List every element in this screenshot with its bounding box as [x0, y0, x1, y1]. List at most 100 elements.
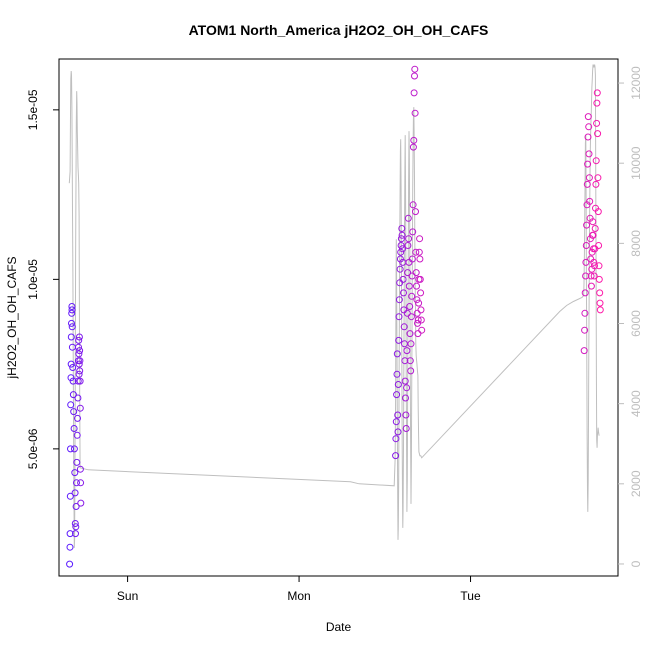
scatter-series — [66, 65, 604, 568]
line-series — [68, 64, 600, 548]
scatter-point — [590, 258, 598, 266]
scatter-point — [587, 282, 595, 290]
scatter-point — [409, 201, 417, 209]
y2-tick-label: 12000 — [629, 66, 643, 100]
scatter-point — [398, 225, 406, 232]
scatter-point — [405, 235, 413, 243]
scatter-point — [587, 272, 595, 280]
scatter-point — [594, 208, 602, 216]
scatter-point — [72, 503, 80, 510]
scatter-point — [392, 418, 400, 426]
scatter-point — [77, 499, 85, 507]
scatter-point — [398, 231, 406, 239]
scatter-point — [417, 316, 425, 324]
scatter-point — [413, 296, 421, 304]
scatter-point — [66, 543, 74, 551]
scatter-point — [581, 309, 589, 317]
scatter-point — [401, 357, 409, 365]
scatter-point — [596, 289, 604, 297]
scatter-point — [416, 275, 424, 283]
scatter-point — [582, 242, 590, 249]
scatter-point — [393, 350, 401, 358]
scatter-point — [67, 360, 75, 368]
scatter-point — [402, 425, 410, 432]
scatter-point — [394, 381, 402, 388]
scatter-point — [67, 374, 75, 382]
scatter-point — [402, 394, 409, 402]
scatter-point — [66, 530, 74, 538]
x-tick-label: Tue — [460, 589, 481, 603]
scatter-point — [589, 231, 597, 239]
scatter-point — [412, 248, 420, 256]
scatter-point — [583, 180, 591, 188]
scatter-point — [585, 150, 593, 158]
scatter-point — [415, 248, 423, 256]
scatter-point — [417, 289, 425, 297]
y2-tick-label: 10000 — [629, 146, 643, 180]
scatter-point — [71, 489, 79, 497]
scatter-point — [596, 299, 604, 307]
scatter-point — [70, 408, 78, 416]
scatter-point — [593, 99, 601, 107]
scatter-point — [401, 377, 409, 385]
scatter-point — [68, 306, 76, 314]
scatter-point — [73, 479, 80, 487]
scatter-point — [593, 89, 601, 97]
scatter-point — [590, 272, 598, 280]
scatter-point — [591, 262, 598, 270]
scatter-point — [406, 303, 414, 310]
scatter-point — [394, 428, 402, 436]
scatter-point — [73, 431, 81, 439]
y2-tick-label: 8000 — [629, 230, 643, 257]
y-axis-right: 0 2000 4000 6000 8000 10000 12000 — [618, 66, 643, 567]
scatter-point — [581, 326, 589, 334]
scatter-point — [74, 377, 82, 385]
scatter-point — [393, 370, 401, 378]
y-tick-label: 1.5e-05 — [26, 89, 40, 130]
scatter-point — [76, 357, 84, 365]
scatter-point — [584, 113, 592, 121]
scatter-point — [76, 377, 84, 385]
scatter-point — [67, 445, 74, 453]
scatter-point — [74, 414, 81, 422]
scatter-point — [416, 235, 424, 243]
scatter-point — [594, 174, 602, 182]
scatter-point — [406, 330, 414, 338]
scatter-point — [68, 319, 75, 327]
scatter-point — [70, 425, 78, 432]
scatter-point — [397, 242, 405, 249]
scatter-point — [407, 340, 415, 348]
x-axis-label: Date — [326, 620, 352, 634]
scatter-point — [75, 360, 83, 368]
scatter-point — [418, 326, 426, 334]
scatter-point — [69, 364, 77, 371]
scatter-point — [71, 520, 79, 527]
scatter-point — [592, 157, 600, 165]
scatter-point — [403, 384, 411, 392]
scatter-point — [395, 296, 403, 304]
scatter-point — [407, 367, 415, 375]
scatter-point — [395, 336, 403, 344]
scatter-point — [75, 350, 83, 358]
scatter-point — [409, 143, 417, 151]
scatter-point — [72, 523, 80, 531]
y2-tick-label: 2000 — [629, 470, 643, 497]
y-tick-label: 5.0e-06 — [26, 428, 40, 469]
scatter-point — [596, 306, 604, 314]
scatter-point — [584, 160, 592, 168]
scatter-point — [586, 197, 594, 205]
scatter-point — [409, 228, 417, 236]
scatter-point — [410, 89, 418, 97]
scatter-point — [75, 343, 82, 351]
scatter-point — [595, 262, 603, 270]
scatter-point — [591, 225, 599, 232]
scatter-point — [405, 282, 413, 290]
scatter-point — [75, 333, 83, 341]
scatter-point — [584, 133, 592, 141]
scatter-point — [408, 255, 416, 263]
line-series-path — [68, 64, 600, 548]
scatter-point — [595, 275, 603, 283]
scatter-point — [417, 306, 425, 314]
scatter-point — [403, 309, 411, 317]
